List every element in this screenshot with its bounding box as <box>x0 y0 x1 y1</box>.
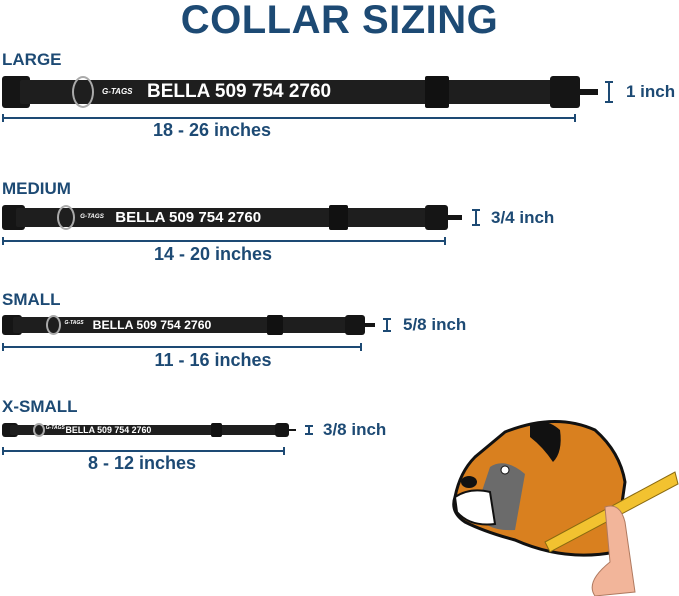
collar-image: G-TAGS BELLA 509 754 2760 <box>2 205 462 230</box>
brand-logo: G-TAGS <box>102 87 133 96</box>
length-indicator <box>2 447 285 455</box>
buckle-prong <box>361 323 375 327</box>
length-range: 11 - 16 inches <box>154 350 272 370</box>
collar-image: G-TAGS BELLA 509 754 2760 <box>2 315 375 335</box>
collar-engraving: BELLA 509 754 2760 <box>147 81 332 102</box>
buckle-male <box>345 315 365 335</box>
size-label: LARGE <box>2 50 62 69</box>
size-label: X-SMALL <box>2 397 78 416</box>
strap-keeper <box>425 76 450 108</box>
width-indicator <box>472 208 480 227</box>
collar-engraving: BELLA 509 754 2760 <box>115 208 262 226</box>
width-indicator <box>605 80 613 104</box>
page-title: COLLAR SIZING <box>180 0 499 42</box>
d-ring <box>45 315 61 335</box>
collar-image: G-TAGS BELLA 509 754 2760 <box>2 76 598 108</box>
collar-engraving: BELLA 509 754 2760 <box>65 424 152 435</box>
brand-logo: G-TAGS <box>64 320 84 326</box>
length-range: 8 - 12 inches <box>87 453 197 473</box>
d-ring <box>32 423 45 437</box>
width-label: 5/8 inch <box>403 315 467 334</box>
length-indicator <box>2 343 362 351</box>
strap-keeper <box>328 205 348 230</box>
boxer-dog-illustration <box>452 420 679 596</box>
buckle-prong <box>444 215 462 220</box>
d-ring <box>56 205 75 230</box>
buckle-prong <box>286 428 296 432</box>
buckle-male <box>275 423 290 437</box>
length-indicator <box>2 114 576 122</box>
width-indicator <box>383 318 391 332</box>
length-range: 14 - 20 inches <box>153 244 273 264</box>
length-indicator <box>2 237 446 245</box>
width-label: 3/4 inch <box>491 207 555 227</box>
buckle-prong <box>576 88 598 96</box>
strap-keeper <box>266 315 283 335</box>
width-label: 3/8 inch <box>323 420 387 439</box>
width-label: 1 inch <box>626 82 676 101</box>
buckle-male <box>550 76 580 108</box>
d-ring <box>72 76 94 108</box>
buckle-male <box>424 205 449 230</box>
collar-strap <box>13 317 349 333</box>
collar-strap <box>9 424 278 436</box>
size-label: MEDIUM <box>2 179 71 198</box>
width-indicator <box>305 425 313 435</box>
collar-engraving: BELLA 509 754 2760 <box>92 317 212 332</box>
collar-strap <box>16 208 430 227</box>
strap-keeper <box>210 423 223 437</box>
collar-strap <box>20 79 556 105</box>
collar-image: G-TAGS BELLA 509 754 2760 <box>2 423 296 437</box>
brand-logo: G-TAGS <box>45 425 65 431</box>
length-range: 18 - 26 inches <box>152 120 272 140</box>
size-label: SMALL <box>2 290 61 309</box>
brand-logo: G-TAGS <box>80 212 104 220</box>
